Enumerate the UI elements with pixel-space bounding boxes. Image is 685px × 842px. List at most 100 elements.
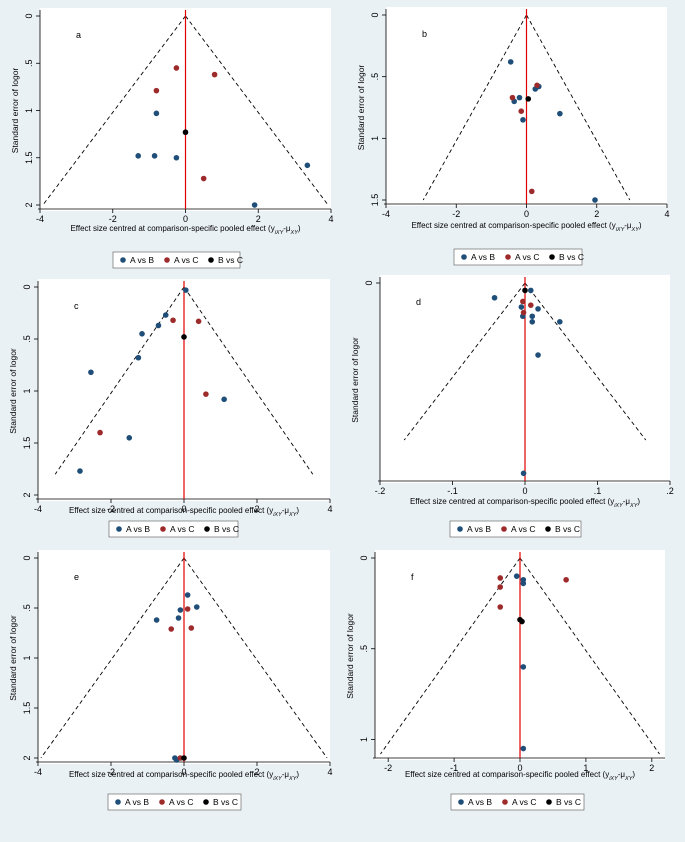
legend-entry: A vs B <box>126 524 150 534</box>
x-tick-label: 2 <box>649 763 654 773</box>
x-tick-label: 0 <box>181 767 186 777</box>
data-point-a-vs-b <box>518 304 525 310</box>
data-point-a-vs-c <box>184 606 191 612</box>
legend-marker <box>549 254 555 260</box>
data-point-a-vs-c <box>497 604 504 610</box>
legend-marker <box>203 799 209 805</box>
data-point-a-vs-b <box>183 287 189 293</box>
funnel-left-limit <box>42 15 186 206</box>
legend-entry: A vs C <box>512 797 537 807</box>
data-point-a-vs-b <box>77 468 83 474</box>
data-point-a-vs-b <box>520 117 526 123</box>
data-point-a-vs-b <box>155 322 162 329</box>
y-tick-label: 1 <box>370 136 380 141</box>
panel-label: c <box>74 301 79 311</box>
x-axis-label: Effect size centred at comparison-specif… <box>69 506 299 518</box>
data-point-a-vs-b <box>135 354 142 361</box>
data-point-a-vs-b <box>557 110 563 117</box>
legend-marker <box>116 526 122 532</box>
x-axis-label: Effect size centred at comparison-specif… <box>410 497 640 509</box>
x-tick-label: 2 <box>594 209 599 219</box>
funnel-right-limit <box>185 15 329 206</box>
legend <box>108 520 239 538</box>
legend-entry: A vs B <box>471 252 495 262</box>
x-tick-label: 4 <box>327 504 332 514</box>
panel-b: -4 -2 0 2 4 0 .5 1 1.5 Standard error of logor Eff… <box>343 0 685 270</box>
panel-d: -.2 -.1 0 .1 .2 0 Standard error of logor Effec… <box>343 271 685 541</box>
funnel-left-limit <box>40 557 185 759</box>
legend-marker <box>164 257 170 263</box>
legend <box>107 793 242 811</box>
y-axis-label: Standard error of logor <box>356 65 366 151</box>
legend-entry: A vs C <box>169 797 194 807</box>
legend <box>453 248 583 266</box>
data-point-a-vs-b <box>528 287 534 294</box>
data-point-a-vs-c <box>211 71 218 78</box>
panel-a: -4 -2 0 2 4 0 .5 1 1.5 2 Standard error of logor Ef… <box>0 0 342 270</box>
legend-marker <box>546 799 552 805</box>
legend-marker <box>545 526 551 532</box>
y-tick-label: .5 <box>370 73 380 81</box>
data-point-a-vs-c <box>528 188 535 195</box>
data-point-a-vs-b <box>173 154 180 161</box>
y-axis-label: Standard error of logor <box>8 348 18 434</box>
x-tick-label: 1 <box>583 763 588 773</box>
data-point-a-vs-b <box>184 592 191 598</box>
x-tick-label: 0 <box>524 209 529 219</box>
panel-c: -4 -2 0 2 4 0 .5 1 1.5 2 Standard error of logor Ef… <box>0 271 342 541</box>
data-point-a-vs-c <box>497 584 504 590</box>
x-axis-label: Effect size centred at comparison-specif… <box>405 770 635 782</box>
data-point-a-vs-b <box>304 162 311 169</box>
panel-label: b <box>422 29 427 39</box>
x-tick-label: -2 <box>107 504 115 514</box>
x-axis-label: Effect size centred at comparison-specif… <box>70 224 300 236</box>
legend-entry: A vs B <box>468 797 492 807</box>
panel-label: e <box>74 572 79 582</box>
data-point-a-vs-b <box>175 615 182 621</box>
data-point-a-vs-c <box>168 626 175 632</box>
x-axis-label: Effect size centred at comparison-specif… <box>411 221 641 233</box>
data-point-a-vs-b <box>162 312 169 318</box>
data-point-a-vs-c <box>188 625 195 631</box>
x-tick-label: -4 <box>36 214 44 224</box>
data-point-a-vs-b <box>135 153 142 159</box>
y-tick-label: 1 <box>24 108 34 113</box>
data-point-a-vs-b <box>126 435 133 441</box>
y-tick-label: 0 <box>24 13 34 18</box>
data-point-a-vs-b <box>557 319 563 325</box>
funnel-left-limit <box>54 286 185 475</box>
data-point-a-vs-b <box>535 306 541 312</box>
funnel-plot-f: -2 -1 0 1 2 0 .5 1 Standard error of logor Effect… <box>343 542 685 837</box>
y-tick-label: 0 <box>22 284 32 289</box>
legend-marker <box>115 799 121 805</box>
legend-entry: A vs B <box>467 524 491 534</box>
legend <box>112 251 241 269</box>
x-tick-label: 0 <box>181 504 186 514</box>
data-point-a-vs-c <box>534 82 540 89</box>
y-tick-label: 1.5 <box>370 194 380 207</box>
x-tick-label: 2 <box>254 504 259 514</box>
x-tick-label: 2 <box>256 214 261 224</box>
legend-entry: A vs C <box>170 524 195 534</box>
legend-entry: A vs B <box>125 797 149 807</box>
data-point-a-vs-b <box>88 369 94 376</box>
legend-marker <box>458 799 464 805</box>
y-tick-label: 0 <box>359 555 369 560</box>
y-axis-label: Standard error of logor <box>8 615 18 701</box>
legend-marker <box>120 257 126 263</box>
data-point-a-vs-b <box>193 604 200 610</box>
funnel-right-limit <box>183 557 328 759</box>
data-point-a-vs-b <box>151 153 158 159</box>
x-tick-label: -2 <box>452 209 460 219</box>
data-point-a-vs-b <box>251 202 258 208</box>
data-point-b-vs-c <box>181 755 187 761</box>
legend-entry: A vs C <box>511 524 536 534</box>
x-tick-label: -4 <box>34 767 42 777</box>
x-tick-label: .1 <box>594 486 602 496</box>
legend-entry: B vs C <box>556 797 581 807</box>
data-point-a-vs-b <box>592 197 598 203</box>
data-point-a-vs-c <box>497 575 504 581</box>
legend <box>450 793 585 811</box>
funnel-left-limit <box>403 282 526 441</box>
y-tick-label: .5 <box>24 59 34 67</box>
